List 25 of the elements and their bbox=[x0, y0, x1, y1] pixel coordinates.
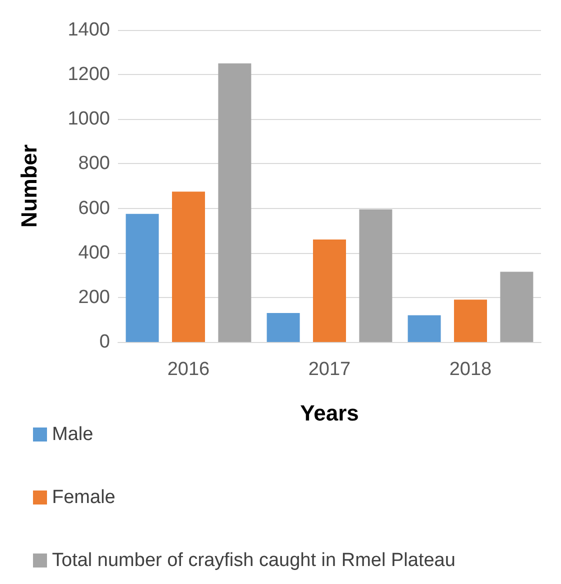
x-tick-label: 2017 bbox=[308, 359, 351, 380]
legend-label: Female bbox=[52, 487, 116, 508]
bar bbox=[266, 313, 300, 342]
bar bbox=[454, 300, 487, 342]
y-tick-label: 1200 bbox=[68, 64, 110, 86]
y-axis-title: Number bbox=[16, 144, 42, 228]
y-tick-label: 0 bbox=[99, 332, 110, 352]
legend-label: Male bbox=[52, 424, 94, 445]
y-tick-label: 200 bbox=[78, 286, 110, 308]
bar bbox=[359, 209, 392, 342]
legend-label: Total number of crayfish caught in Rmel Plateau bbox=[52, 550, 456, 571]
x-tick-label: 2016 bbox=[167, 359, 210, 380]
y-tick-label: 1000 bbox=[68, 108, 110, 130]
bar bbox=[126, 214, 159, 342]
bar bbox=[218, 63, 252, 342]
y-tick-label: 400 bbox=[78, 242, 110, 264]
y-tick-label: 800 bbox=[78, 153, 110, 174]
bar bbox=[172, 192, 205, 342]
y-tick-label: 600 bbox=[78, 198, 110, 219]
bar bbox=[313, 239, 346, 342]
x-tick-label: 2018 bbox=[449, 359, 492, 380]
y-tick-label: 1400 bbox=[68, 20, 110, 40]
bar bbox=[500, 272, 534, 342]
x-axis-title: Years bbox=[300, 400, 359, 426]
bar bbox=[408, 315, 441, 342]
